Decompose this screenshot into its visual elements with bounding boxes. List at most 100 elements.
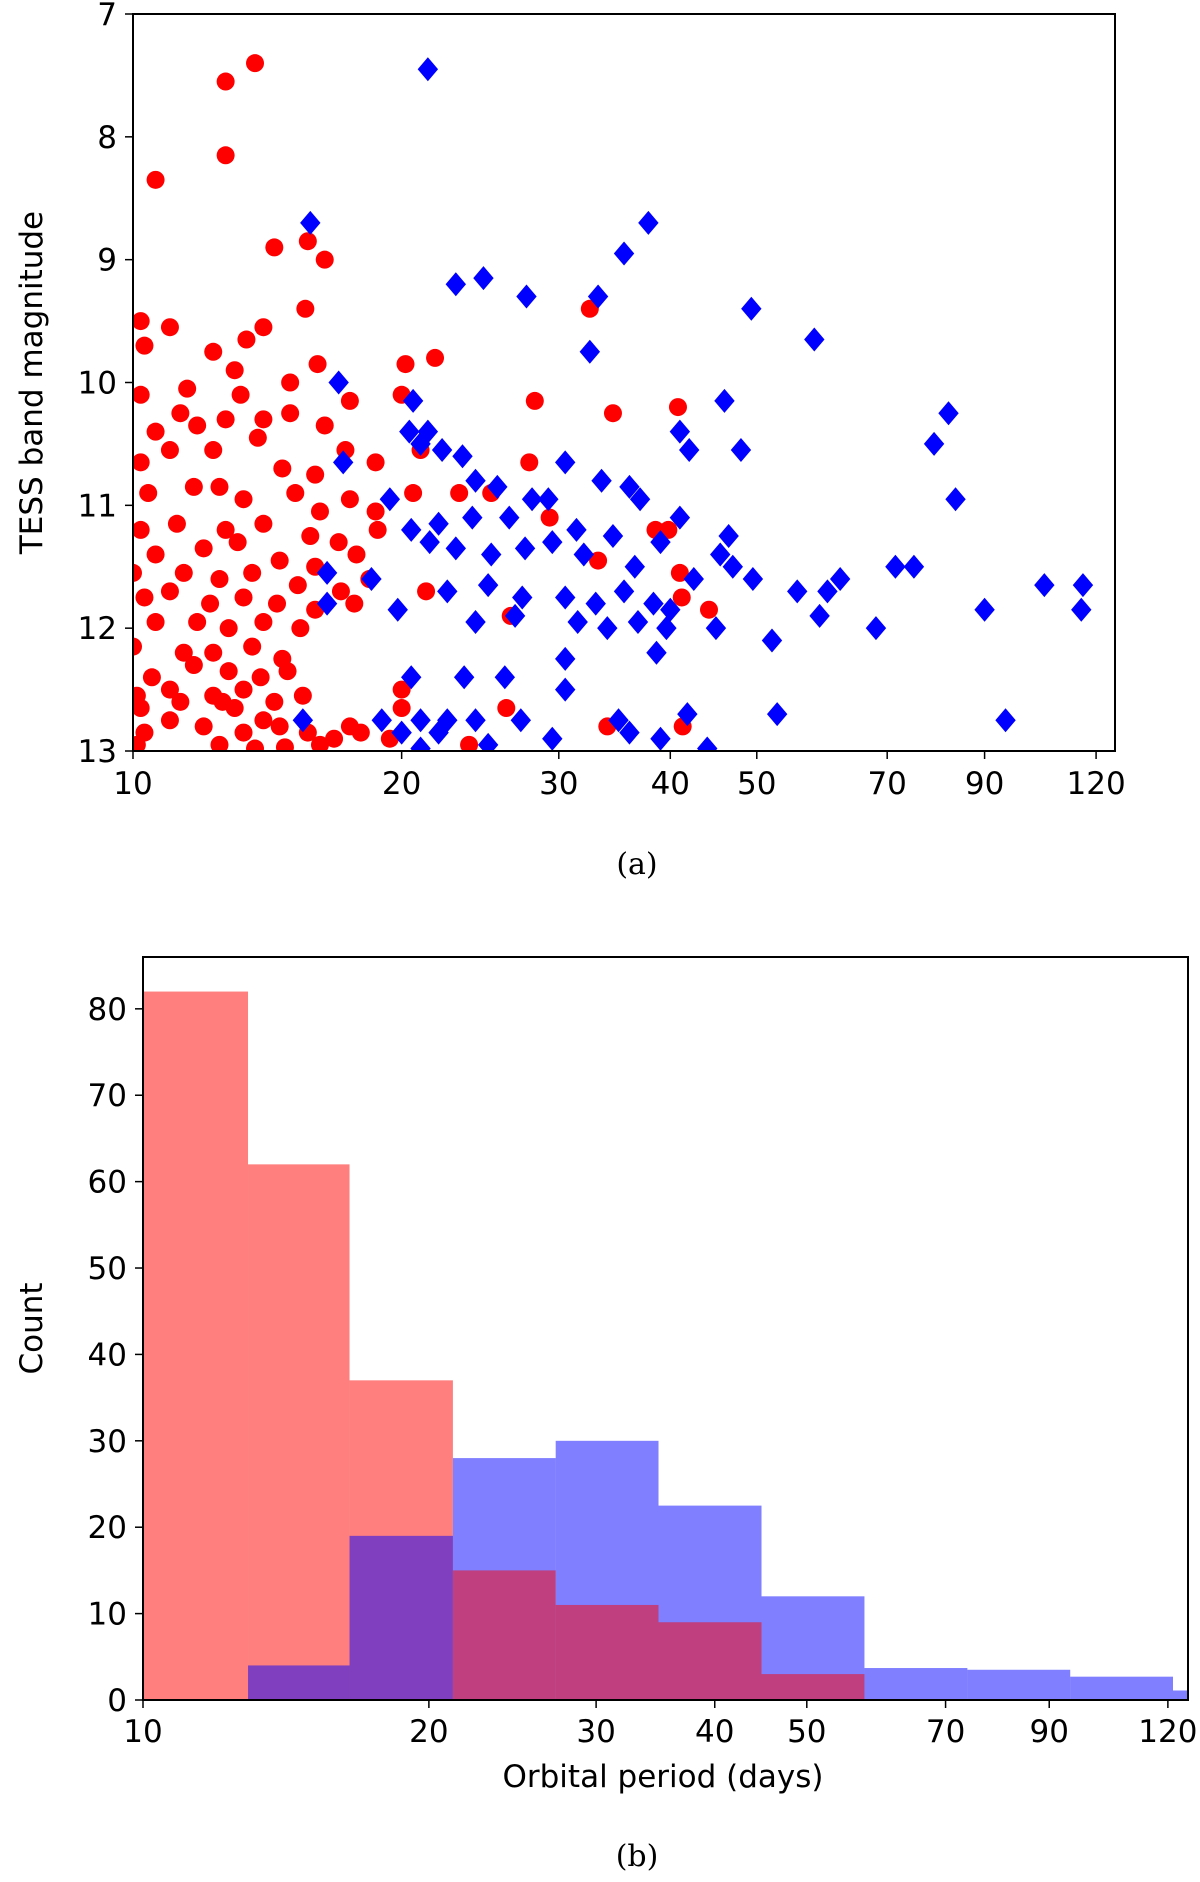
scatter-point-diamond — [567, 610, 588, 635]
scatter-point-diamond — [597, 616, 618, 641]
scatter-point-diamond — [332, 450, 354, 475]
scatter-point-circle — [231, 385, 250, 404]
scatter-point-diamond — [804, 327, 825, 352]
histogram-bar — [864, 1668, 968, 1700]
scatter-point-circle — [325, 729, 344, 748]
y-tick-label: 10 — [78, 366, 117, 402]
scatter-point-diamond — [521, 487, 543, 512]
scatter-point-diamond — [512, 585, 533, 610]
scatter-point-circle — [216, 410, 235, 429]
y-tick-label: 9 — [97, 243, 117, 279]
histogram-bar — [248, 1665, 350, 1700]
x-tick-label: 40 — [651, 766, 690, 802]
scatter-point-diamond — [938, 401, 959, 426]
scatter-point-circle — [216, 520, 235, 539]
scatter-point-circle — [404, 484, 423, 503]
scatter-point-diamond — [579, 339, 601, 364]
scatter-point-diamond — [499, 505, 520, 530]
scatter-point-diamond — [660, 597, 681, 622]
scatter-point-diamond — [669, 505, 691, 530]
histogram-bar — [349, 1535, 453, 1700]
scatter-point-circle — [160, 318, 179, 337]
y-tick-label: 7 — [97, 0, 117, 33]
scatter-point-circle — [225, 699, 244, 718]
scatter-point-circle — [146, 545, 165, 564]
histogram-bar — [761, 1674, 865, 1700]
scatter-point-diamond — [710, 542, 731, 567]
scatter-point-circle — [329, 533, 348, 552]
scatter-point-circle — [133, 453, 150, 472]
scatter-point-circle — [135, 588, 154, 607]
scatter-point-circle — [210, 570, 229, 589]
scatter-point-circle — [254, 613, 273, 632]
scatter-point-diamond — [402, 388, 424, 413]
scatter-point-diamond — [573, 542, 595, 567]
y-tick-label: 20 — [88, 1510, 127, 1546]
scatter-point-diamond — [465, 610, 486, 635]
scatter-point-diamond — [316, 560, 338, 585]
scatter-point-diamond — [465, 708, 486, 733]
scatter-point-diamond — [445, 272, 467, 297]
scatter-point-diamond — [494, 665, 516, 690]
scatter-point-circle — [234, 588, 253, 607]
scatter-point-diamond — [585, 591, 606, 616]
scatter-point-circle — [133, 563, 142, 582]
scatter-point-circle — [670, 563, 689, 582]
scatter-point-circle — [275, 738, 294, 751]
scatter-point-circle — [160, 680, 179, 699]
scatter-point-diamond — [437, 579, 458, 604]
scatter-point-circle — [204, 441, 223, 460]
scatter-point-diamond — [646, 640, 667, 665]
scatter-point-circle — [243, 563, 262, 582]
scatter-point-diamond — [714, 388, 735, 413]
scatter-point-diamond — [677, 702, 698, 727]
scatter-point-diamond — [555, 450, 576, 475]
scatter-point-diamond — [722, 554, 743, 579]
scatter-point-diamond — [650, 726, 671, 751]
scatter-point-diamond — [542, 530, 563, 555]
scatter-point-circle — [417, 582, 436, 601]
scatter-point-circle — [450, 484, 469, 503]
scatter-point-diamond — [629, 487, 651, 512]
scatter-point-circle — [133, 699, 150, 718]
y-axis-label: Count — [14, 1282, 50, 1374]
y-tick-label: 10 — [88, 1597, 127, 1633]
scatter-point-circle — [392, 699, 411, 718]
x-tick-label: 70 — [926, 1714, 965, 1750]
scatter-point-circle — [228, 533, 247, 552]
scatter-point-circle — [265, 238, 284, 257]
scatter-point-circle — [133, 637, 142, 656]
histogram-bar — [555, 1604, 659, 1700]
scatter-point-diamond — [387, 597, 408, 622]
x-tick-label: 20 — [409, 1714, 448, 1750]
scatter-point-circle — [366, 502, 385, 521]
scatter-point-diamond — [477, 732, 499, 751]
figure-caption-b: (b) — [616, 1839, 659, 1874]
scatter-point-diamond — [316, 591, 338, 616]
x-tick-label: 120 — [1067, 766, 1126, 802]
histogram-bar — [1173, 1690, 1188, 1700]
scatter-point-diamond — [542, 726, 563, 751]
scatter-point-circle — [273, 459, 292, 478]
scatter-point-circle — [308, 355, 327, 374]
scatter-point-diamond — [300, 210, 321, 235]
scatter-point-diamond — [829, 567, 851, 592]
scatter-point-diamond — [465, 468, 486, 493]
scatter-point-circle — [301, 527, 320, 546]
scatter-point-diamond — [428, 511, 449, 536]
scatter-point-circle — [201, 594, 220, 613]
scatter-point-circle — [188, 416, 207, 435]
scatter-point-circle — [160, 441, 179, 460]
scatter-point-circle — [246, 54, 265, 73]
scatter-point-circle — [184, 477, 203, 496]
scatter-point-diamond — [410, 708, 431, 733]
scatter-point-diamond — [473, 266, 494, 291]
scatter-point-circle — [281, 373, 300, 392]
scatter-point-circle — [254, 711, 273, 730]
figure-caption-a: (a) — [616, 847, 657, 882]
scatter-point-circle — [460, 735, 479, 751]
histogram-bar — [452, 1570, 556, 1700]
scatter-point-diamond — [761, 628, 783, 653]
x-tick-label: 20 — [382, 766, 421, 802]
x-tick-label: 90 — [965, 766, 1004, 802]
